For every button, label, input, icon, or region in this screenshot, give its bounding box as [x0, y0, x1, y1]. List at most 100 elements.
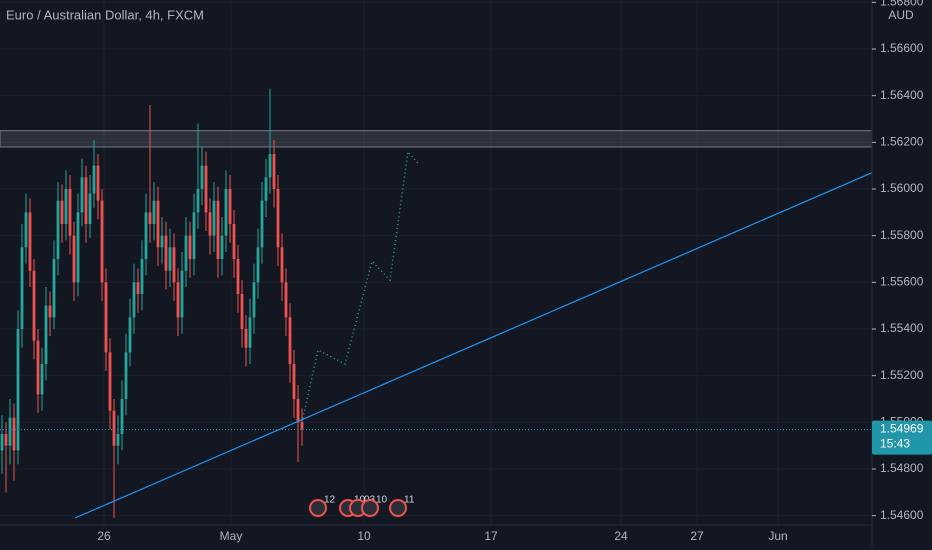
candle-body	[284, 282, 288, 318]
candle-body	[56, 200, 60, 259]
last-price-label: 1.54969	[880, 422, 924, 436]
candle-body	[124, 352, 128, 399]
y-tick-label: 1.55200	[880, 368, 924, 382]
candle-body	[32, 270, 36, 341]
candle-body	[172, 247, 176, 283]
candle-body	[300, 422, 304, 430]
candle-body	[96, 165, 100, 201]
grid	[0, 0, 872, 525]
candle-body	[100, 200, 104, 283]
candle-body	[252, 282, 256, 318]
candle-body	[224, 189, 228, 236]
candle-body	[292, 364, 296, 399]
candle-body	[160, 235, 164, 248]
candle-body	[116, 434, 120, 446]
candle-body	[280, 247, 284, 283]
candle-body	[288, 317, 292, 364]
candle-body	[272, 154, 276, 189]
candle-body	[196, 189, 200, 213]
event-label: 11	[404, 495, 415, 506]
candle-body	[232, 224, 236, 259]
event-label: 12	[324, 495, 336, 506]
candle-body	[20, 247, 24, 329]
candle-body	[92, 165, 96, 194]
y-tick-label: 1.56400	[880, 88, 924, 102]
chart-title: Euro / Australian Dollar, 4h, FXCM	[6, 7, 204, 22]
candle-body	[204, 165, 208, 213]
candle-body	[16, 329, 20, 451]
candle-body	[208, 212, 212, 236]
candle-body	[8, 417, 12, 446]
candle-body	[4, 434, 8, 446]
candle-body	[104, 282, 108, 353]
candle-body	[88, 193, 92, 224]
candle-body	[188, 235, 192, 259]
candle-body	[212, 200, 216, 236]
event-badge	[309, 499, 327, 517]
y-tick-label: 1.54800	[880, 461, 924, 475]
candle-body	[176, 282, 180, 318]
y-tick-label: 1.56000	[880, 181, 924, 195]
plot-area: 1210031011	[0, 88, 873, 519]
candle-body	[296, 399, 300, 423]
candle-body	[276, 189, 280, 248]
candle-body	[52, 259, 56, 318]
candle-body	[256, 247, 260, 283]
candle-body	[80, 177, 84, 213]
candle-body	[156, 200, 160, 248]
y-tick-label: 1.55800	[880, 228, 924, 242]
candle-body	[248, 317, 252, 348]
candle-body	[192, 212, 196, 259]
resistance-zone	[0, 130, 873, 148]
countdown-label: 15:43	[880, 437, 910, 451]
y-tick-label: 1.55600	[880, 275, 924, 289]
candle-body	[72, 235, 76, 283]
trendline	[74, 172, 873, 519]
candle-body	[220, 235, 224, 259]
x-tick-label: 27	[690, 529, 704, 543]
candle-body	[76, 212, 80, 283]
candle-body	[68, 189, 72, 236]
candle-body	[264, 177, 268, 201]
candle-body	[164, 235, 168, 271]
candle-body	[228, 189, 232, 224]
axes: 1.546001.548001.550001.552001.554001.556…	[97, 0, 932, 543]
candle-body	[268, 154, 272, 178]
candle-body	[216, 200, 220, 259]
candle-body	[136, 282, 140, 294]
candle-body	[36, 340, 40, 395]
candle-body	[60, 200, 64, 224]
candle-body	[140, 259, 144, 294]
x-tick-label: 17	[484, 529, 498, 543]
candle-body	[260, 200, 264, 248]
candle-body	[84, 177, 88, 224]
x-tick-label: May	[220, 529, 243, 543]
x-tick-label: 26	[97, 529, 111, 543]
candle-body	[64, 189, 68, 224]
currency-label: AUD	[888, 8, 914, 22]
candle-body	[244, 329, 248, 348]
candle-body	[184, 235, 188, 271]
y-tick-label: 1.56600	[880, 41, 924, 55]
event-label: 10	[376, 495, 388, 506]
candle-body	[148, 212, 152, 224]
candle-body	[24, 212, 28, 248]
event-badge	[389, 499, 407, 517]
candle-body	[108, 352, 112, 411]
x-tick-label: 10	[357, 529, 371, 543]
candle-body	[240, 294, 244, 329]
candle-body	[48, 305, 52, 318]
last-price-box	[872, 420, 932, 455]
candle-body	[152, 200, 156, 224]
candle-body	[0, 434, 4, 451]
candle-body	[144, 212, 148, 259]
candle-body	[168, 247, 172, 271]
candle-body	[112, 410, 116, 446]
candle-body	[40, 364, 44, 395]
y-tick-label: 1.54600	[880, 508, 924, 522]
y-tick-label: 1.56800	[880, 0, 924, 9]
candle-body	[128, 317, 132, 353]
candle-body	[236, 259, 240, 294]
